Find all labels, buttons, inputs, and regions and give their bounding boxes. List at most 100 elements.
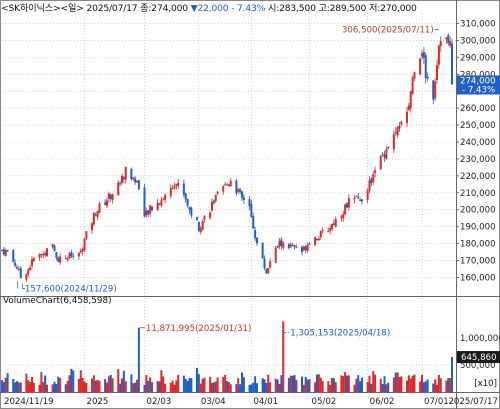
candle-body bbox=[169, 187, 172, 197]
volume-bar bbox=[19, 382, 22, 392]
candle-body bbox=[314, 237, 317, 246]
volume-bar bbox=[353, 384, 356, 392]
date-tick-label: 04/01 bbox=[253, 397, 278, 407]
volume-bar bbox=[94, 380, 97, 392]
volume-bar bbox=[79, 370, 82, 392]
candle-body bbox=[46, 248, 48, 257]
candle-body bbox=[331, 223, 333, 230]
candle-body bbox=[409, 91, 412, 109]
candle-body bbox=[199, 228, 202, 233]
volume-bar bbox=[361, 377, 363, 392]
volume-bar bbox=[134, 382, 137, 392]
candle-body bbox=[254, 230, 257, 239]
candle-body bbox=[256, 237, 258, 244]
volume-bar bbox=[216, 377, 219, 392]
volume-bar bbox=[197, 374, 200, 392]
volume-bar bbox=[171, 380, 174, 392]
volume-bar bbox=[59, 378, 62, 392]
price-tick-label: 290,000 bbox=[460, 53, 496, 63]
volume-bar bbox=[66, 380, 69, 392]
candle-body bbox=[282, 242, 285, 248]
volume-bar bbox=[122, 370, 125, 392]
candlesticks bbox=[1, 33, 453, 282]
volume-bar bbox=[447, 378, 450, 392]
candle-body bbox=[242, 197, 245, 201]
candle-body bbox=[426, 76, 429, 79]
candle-body bbox=[396, 127, 399, 136]
volume-bar bbox=[85, 382, 88, 392]
volume-bar bbox=[436, 384, 438, 392]
candle-body bbox=[301, 247, 303, 253]
candle-body bbox=[59, 256, 62, 263]
candle-body bbox=[291, 244, 294, 246]
candle-body bbox=[434, 81, 437, 99]
volume-bar bbox=[38, 384, 41, 392]
volume-bar bbox=[421, 374, 423, 392]
volume-bar bbox=[274, 378, 277, 392]
volume-bar bbox=[25, 373, 28, 392]
volume-bar bbox=[124, 381, 127, 392]
candle-body bbox=[12, 249, 15, 262]
volume-bar bbox=[17, 382, 20, 392]
candle-body bbox=[381, 154, 384, 156]
volume-bar bbox=[396, 372, 399, 392]
candle-body bbox=[374, 170, 377, 173]
candle-body bbox=[203, 216, 206, 220]
candle-body bbox=[317, 238, 320, 240]
candle-body bbox=[387, 147, 390, 149]
volume-bar bbox=[445, 380, 448, 392]
candle-body bbox=[227, 184, 230, 187]
candle-body bbox=[111, 194, 114, 200]
candle-body bbox=[340, 216, 343, 218]
price-tick-label: 260,000 bbox=[460, 104, 496, 114]
price-tick-label: 210,000 bbox=[460, 189, 496, 199]
candle-body bbox=[321, 230, 324, 232]
volume-bar bbox=[64, 384, 67, 392]
volume-annotation: 1,305,153(2025/04/18) bbox=[290, 328, 390, 338]
candle-body bbox=[2, 249, 5, 255]
volume-bar bbox=[46, 384, 48, 392]
volume-bar bbox=[156, 381, 159, 392]
candle-body bbox=[216, 191, 219, 194]
candle-body bbox=[44, 253, 47, 256]
candle-body bbox=[306, 244, 309, 251]
candle-body bbox=[175, 183, 178, 186]
candle-body bbox=[366, 190, 369, 200]
volume-bar bbox=[413, 374, 416, 392]
volume-bar bbox=[106, 382, 108, 392]
price-tick-label: 230,000 bbox=[460, 155, 496, 165]
candle-body bbox=[334, 218, 337, 227]
volume-bar bbox=[214, 381, 217, 392]
candle-body bbox=[66, 258, 69, 261]
candle-body bbox=[280, 239, 283, 247]
volume-bar bbox=[235, 384, 238, 392]
volume-bar bbox=[426, 379, 429, 392]
volume-bar bbox=[119, 383, 122, 392]
change-pct-label: - 7.43% bbox=[231, 3, 266, 14]
candle-body bbox=[235, 180, 238, 194]
volume-bar bbox=[91, 378, 93, 392]
candle-body bbox=[14, 262, 17, 266]
candle-body bbox=[55, 252, 58, 258]
date-tick-label: 2025/07/17 bbox=[448, 397, 498, 407]
candle-body bbox=[379, 155, 382, 170]
candle-body bbox=[51, 244, 54, 247]
candle-body bbox=[104, 202, 107, 205]
volume-bar bbox=[226, 381, 228, 392]
candle-body bbox=[147, 210, 150, 215]
volume-bar bbox=[355, 378, 358, 392]
volume-bar bbox=[31, 376, 33, 392]
candle-body bbox=[16, 267, 18, 269]
volume-bar bbox=[334, 382, 337, 392]
candle-body bbox=[196, 217, 198, 221]
volume-bar bbox=[53, 381, 56, 392]
volume-bar bbox=[169, 382, 172, 392]
candle-body bbox=[332, 223, 335, 225]
volume-bar bbox=[149, 377, 152, 392]
candle-body bbox=[406, 111, 408, 124]
price-tick-label: 280,000 bbox=[460, 70, 496, 80]
candle-body bbox=[149, 205, 152, 214]
candle-body bbox=[329, 228, 332, 231]
